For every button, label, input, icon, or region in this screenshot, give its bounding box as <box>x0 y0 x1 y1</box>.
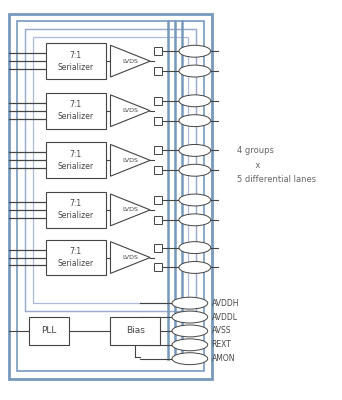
Text: 7:1: 7:1 <box>70 51 82 60</box>
Bar <box>46 240 106 275</box>
Ellipse shape <box>172 353 208 365</box>
Text: PLL: PLL <box>41 326 57 336</box>
Ellipse shape <box>172 297 208 309</box>
Text: 7:1: 7:1 <box>70 150 82 159</box>
Ellipse shape <box>179 45 211 57</box>
Text: 7:1: 7:1 <box>70 200 82 208</box>
Bar <box>29 317 69 345</box>
Ellipse shape <box>179 164 211 176</box>
Bar <box>25 29 196 311</box>
Ellipse shape <box>179 95 211 107</box>
Text: 7:1: 7:1 <box>70 100 82 109</box>
Text: LVDS: LVDS <box>122 108 138 113</box>
Text: AVDDL: AVDDL <box>212 312 238 322</box>
Text: 4 groups
       x
5 differential lanes: 4 groups x 5 differential lanes <box>237 146 317 184</box>
Ellipse shape <box>172 325 208 337</box>
Text: REXT: REXT <box>212 340 232 349</box>
Text: LVDS: LVDS <box>122 59 138 64</box>
Bar <box>154 117 162 125</box>
Ellipse shape <box>172 311 208 323</box>
Bar <box>46 192 106 228</box>
Bar <box>154 97 162 105</box>
Polygon shape <box>110 242 150 273</box>
Text: AVDDH: AVDDH <box>212 299 239 308</box>
Ellipse shape <box>179 194 211 206</box>
Bar <box>33 37 188 303</box>
Ellipse shape <box>179 144 211 156</box>
Polygon shape <box>110 144 150 176</box>
Bar <box>154 196 162 204</box>
Polygon shape <box>110 194 150 226</box>
Ellipse shape <box>179 115 211 127</box>
Bar <box>46 43 106 79</box>
Text: LVDS: LVDS <box>122 158 138 163</box>
Bar <box>17 22 204 371</box>
Bar <box>154 216 162 224</box>
Polygon shape <box>110 95 150 127</box>
Ellipse shape <box>179 242 211 254</box>
Text: Serializer: Serializer <box>58 211 94 220</box>
Bar <box>46 142 106 178</box>
Ellipse shape <box>179 214 211 226</box>
Text: Serializer: Serializer <box>58 162 94 171</box>
Text: Serializer: Serializer <box>58 259 94 268</box>
Bar <box>154 166 162 174</box>
Bar <box>154 244 162 252</box>
Bar <box>154 146 162 154</box>
Bar <box>9 14 212 378</box>
Bar <box>110 317 160 345</box>
Ellipse shape <box>179 65 211 77</box>
Bar <box>154 264 162 272</box>
Ellipse shape <box>172 339 208 351</box>
Text: LVDS: LVDS <box>122 208 138 212</box>
Text: Serializer: Serializer <box>58 62 94 72</box>
Bar <box>154 67 162 75</box>
Text: AMON: AMON <box>212 354 235 363</box>
Text: 7:1: 7:1 <box>70 247 82 256</box>
Polygon shape <box>110 45 150 77</box>
Text: Bias: Bias <box>126 326 145 336</box>
Text: LVDS: LVDS <box>122 255 138 260</box>
Text: AVSS: AVSS <box>212 326 231 336</box>
Bar <box>46 93 106 128</box>
Ellipse shape <box>179 262 211 273</box>
Text: Serializer: Serializer <box>58 112 94 121</box>
Bar <box>154 47 162 55</box>
